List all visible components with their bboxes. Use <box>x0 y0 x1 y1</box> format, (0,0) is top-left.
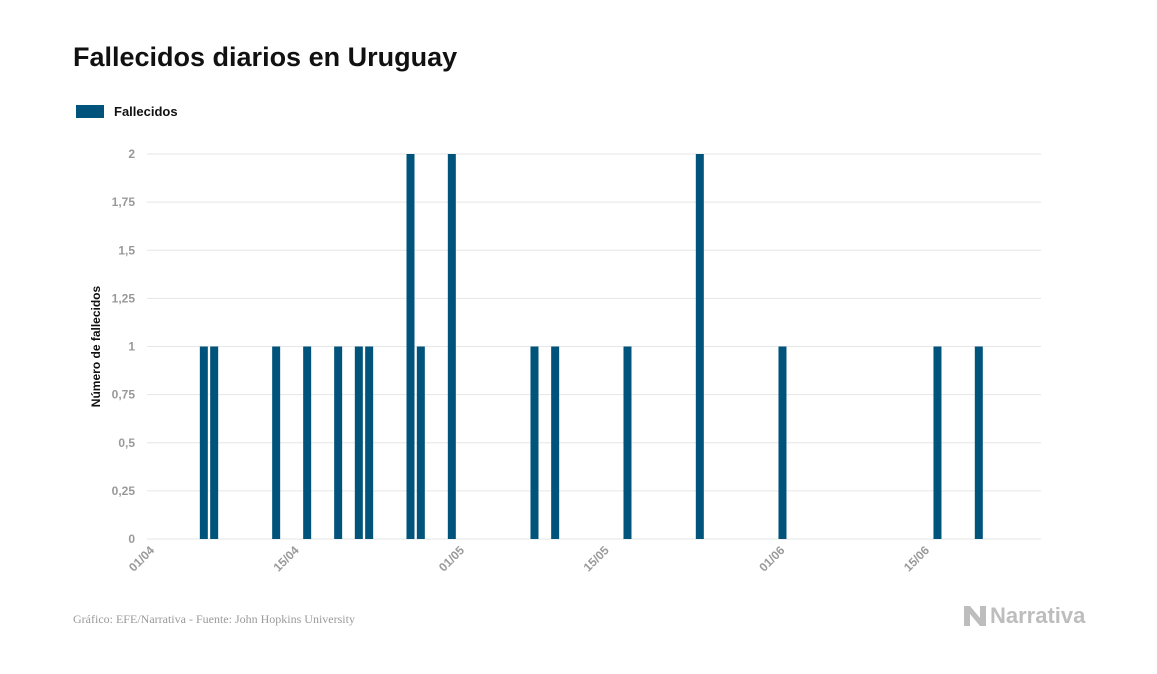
bar <box>272 346 281 539</box>
x-tick-label: 15/06 <box>901 543 932 574</box>
bar <box>365 346 374 539</box>
bar <box>406 154 415 539</box>
x-tick-label: 01/06 <box>756 543 787 574</box>
bar <box>530 346 539 539</box>
y-axis-title: Número de fallecidos <box>89 285 103 407</box>
legend-label: Fallecidos <box>114 104 178 119</box>
y-tick-label: 1,5 <box>118 243 135 257</box>
bar <box>354 346 363 539</box>
brand-name: Narrativa <box>990 603 1086 628</box>
brand-logo: Narrativa <box>964 603 1085 629</box>
x-tick-label: 15/04 <box>271 543 302 574</box>
legend: Fallecidos <box>76 104 178 119</box>
bar <box>210 346 219 539</box>
narrativa-logo-icon <box>964 606 986 626</box>
y-tick-label: 2 <box>128 147 135 161</box>
y-tick-label: 1,75 <box>112 195 136 209</box>
y-tick-label: 0,5 <box>118 436 135 450</box>
bar <box>551 346 560 539</box>
chart-title: Fallecidos diarios en Uruguay <box>73 42 458 72</box>
bar <box>623 346 632 539</box>
legend-swatch <box>76 105 104 118</box>
source-credit: Gráfico: EFE/Narrativa - Fuente: John Ho… <box>73 612 355 626</box>
y-tick-label: 0,75 <box>112 388 136 402</box>
bar <box>199 346 208 539</box>
bar <box>778 346 787 539</box>
x-tick-label: 01/05 <box>436 543 467 574</box>
y-tick-label: 0,25 <box>112 484 136 498</box>
bar <box>695 154 704 539</box>
bar <box>447 154 456 539</box>
x-tick-label: 15/05 <box>581 543 612 574</box>
bar <box>933 346 942 539</box>
x-tick-label: 01/04 <box>126 543 157 574</box>
bar <box>416 346 425 539</box>
bar <box>303 346 312 539</box>
y-tick-label: 1,25 <box>112 291 136 305</box>
bar <box>974 346 983 539</box>
y-tick-label: 0 <box>128 532 135 546</box>
y-tick-label: 1 <box>128 340 135 354</box>
bar <box>334 346 343 539</box>
